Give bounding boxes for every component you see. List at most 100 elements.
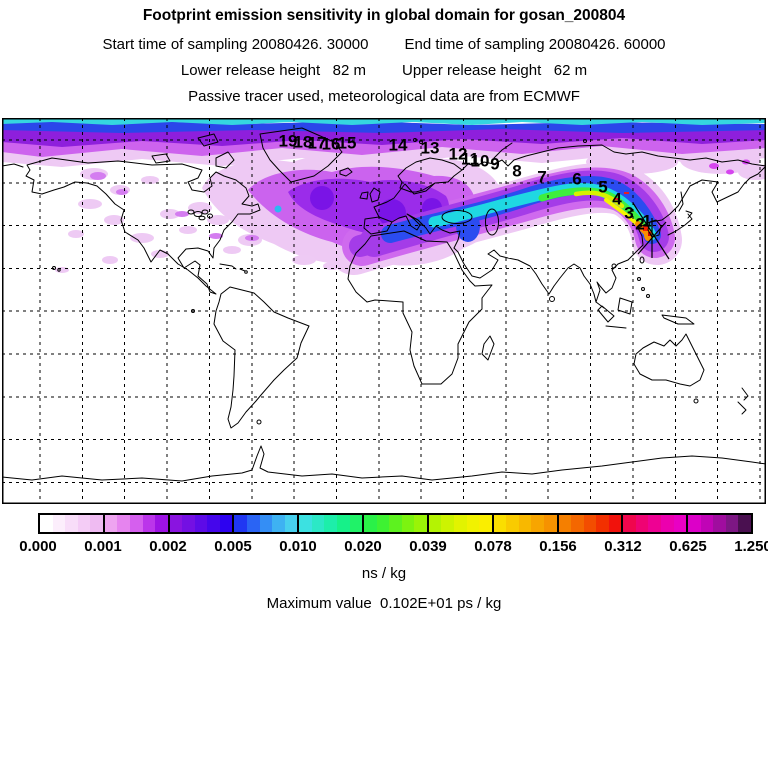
lower-release-text: Lower release height 82 m (180, 62, 366, 79)
colorbar-tick-label: 0.156 (539, 538, 577, 555)
colorbar-cell (77, 515, 91, 532)
grid-lines (2, 118, 766, 504)
colorbar-segment (623, 515, 689, 532)
colorbar-cell (389, 515, 402, 532)
colorbar-tick-label: 0.002 (149, 538, 187, 555)
colorbar-cell (272, 515, 285, 532)
colorbar-ticks: 0.000 0.001 0.002 0.005 0.010 0.020 0.039 0.078… (0, 538, 768, 556)
colorbar-cell (441, 515, 454, 532)
colorbar-cell (299, 515, 312, 532)
colorbar-units: ns / kg (361, 565, 407, 582)
colorbar-cell (364, 515, 377, 532)
colorbar-cell (428, 515, 442, 532)
trajectory-hour-label: 13 (421, 138, 440, 157)
colorbar-cell (40, 515, 53, 532)
trajectory-hour-label: 4 (612, 189, 622, 208)
trajectory-hour-label: 6 (572, 169, 581, 188)
colorbar-cell (324, 515, 337, 532)
colorbar-cell (558, 515, 572, 532)
trajectory-hour-label: 18 (294, 132, 313, 151)
colorbar-cell (738, 515, 751, 532)
colorbar-segment (364, 515, 429, 532)
trajectory-hour-label: 17 (308, 133, 327, 152)
colorbar-cell (401, 515, 415, 532)
coastlines (2, 127, 766, 482)
colorbar-cell (454, 515, 467, 532)
colorbar-cell (259, 515, 273, 532)
colorbar-cell (311, 515, 325, 532)
colorbar-cell (479, 515, 492, 532)
colorbar-cell (661, 515, 674, 532)
colorbar-cell (207, 515, 220, 532)
trajectory-hour-label: 16 (322, 134, 341, 153)
release-heights-row: Lower release height 82 m Upper release … (0, 62, 768, 79)
trajectory-hour-label: 1 (642, 211, 651, 230)
colorbar-cell (688, 515, 701, 532)
colorbar-cell (700, 515, 714, 532)
trajectory-hour-label: 8 (512, 161, 521, 180)
colorbar-tick-label: 0.625 (669, 538, 707, 555)
colorbar-cell (219, 515, 233, 532)
colorbar-tick-label: 0.078 (474, 538, 512, 555)
trajectory-hour-label: 14 (389, 135, 408, 154)
colorbar-segment (558, 515, 624, 532)
colorbar-cell (543, 515, 557, 532)
colorbar-cell (52, 515, 66, 532)
colorbar-cell (234, 515, 247, 532)
colorbar-cell (414, 515, 427, 532)
end-time-text: End time of sampling 20080426. 60000 (404, 36, 666, 53)
colorbar-cell (466, 515, 480, 532)
colorbar-cell (65, 515, 78, 532)
colorbar-cell (673, 515, 687, 532)
trajectory-hour-label: 3 (624, 203, 633, 222)
colorbar-tick-label: 0.020 (344, 538, 382, 555)
colorbar-segment (493, 515, 559, 532)
colorbar-segment (299, 515, 365, 532)
colorbar-tick-label: 0.000 (19, 538, 57, 555)
colorbar-cell (142, 515, 156, 532)
colorbar-cell (608, 515, 622, 532)
colorbar-segment (169, 515, 235, 532)
colorbar-cell (104, 515, 118, 532)
colorbar-cell (155, 515, 168, 532)
colorbar-segment (428, 515, 494, 532)
colorbar-cell (349, 515, 363, 532)
start-time-text: Start time of sampling 20080426. 30000 (102, 36, 369, 53)
trajectory-hour-label: 5 (598, 177, 607, 196)
colorbar-cell (506, 515, 519, 532)
colorbar-cell (725, 515, 739, 532)
colorbar-cell (571, 515, 584, 532)
colorbar-tick-label: 0.010 (279, 538, 317, 555)
max-value-text: Maximum value 0.102E+01 ps / kg (266, 595, 502, 612)
colorbar-cell (117, 515, 130, 532)
colorbar-cell (596, 515, 609, 532)
tracer-met-text: Passive tracer used, meteorological data… (188, 88, 580, 105)
colorbar-cell (623, 515, 636, 532)
receptor-marker (632, 202, 670, 260)
colorbar-cell (284, 515, 298, 532)
colorbar-cell (648, 515, 661, 532)
upper-release-text: Upper release height 62 m (402, 62, 588, 79)
colorbar-tick-label: 0.039 (409, 538, 447, 555)
colorbar-cell (247, 515, 260, 532)
colorbar-segment (40, 515, 105, 532)
colorbar-cell (493, 515, 507, 532)
trajectory-hour-label: 12 (449, 144, 468, 163)
colorbar-tick-label: 0.001 (84, 538, 122, 555)
colorbar-cell (129, 515, 143, 532)
colorbar-cell (169, 515, 183, 532)
world-map: 19 18 17 16 15 14 13 12 11 10 9 8 7 6 5 4 3 2 1 (2, 118, 766, 504)
trajectory-hour-label: 7 (537, 167, 546, 186)
colorbar-cell (713, 515, 726, 532)
trajectory-hour-label: 11 (461, 149, 479, 168)
trajectory-hour-label: 19 (279, 131, 298, 150)
trajectory-hour-label: 15 (338, 133, 357, 152)
colorbar-cell (194, 515, 208, 532)
colorbar-cell (376, 515, 390, 532)
colorbar-tick-label: 0.005 (214, 538, 252, 555)
colorbar (38, 513, 753, 534)
trajectory-hour-label: 10 (471, 151, 490, 170)
colorbar-cell (182, 515, 195, 532)
